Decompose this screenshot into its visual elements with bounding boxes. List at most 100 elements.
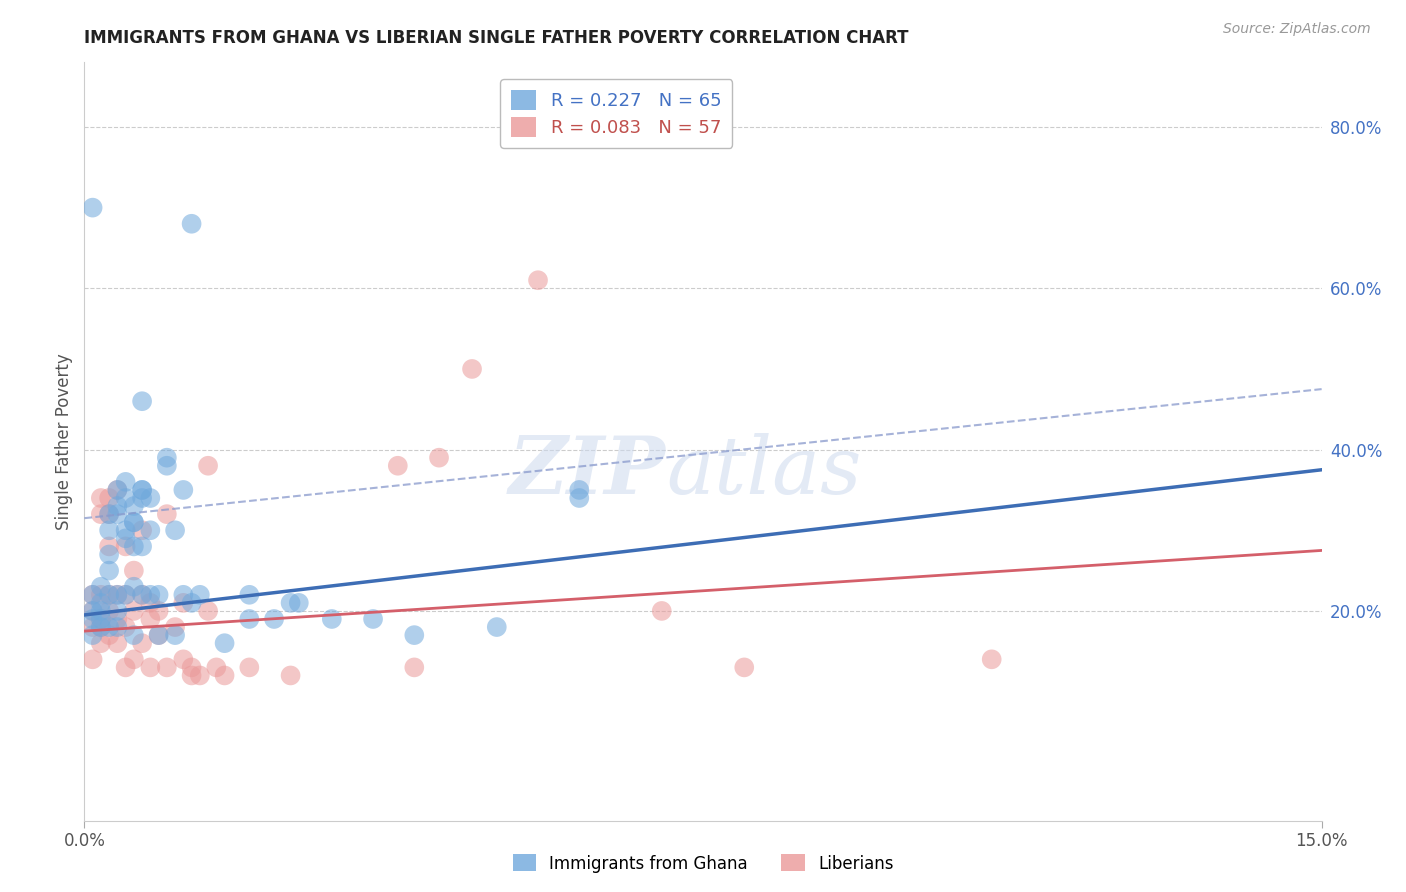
Point xyxy=(188,588,211,602)
Point xyxy=(114,620,136,634)
Point xyxy=(114,540,136,554)
Point xyxy=(139,491,162,505)
Point xyxy=(105,620,128,634)
Point xyxy=(105,483,128,497)
Point xyxy=(90,636,112,650)
Point xyxy=(122,515,145,529)
Point xyxy=(568,483,591,497)
Point xyxy=(114,660,136,674)
Point xyxy=(105,507,128,521)
Point xyxy=(139,612,162,626)
Point xyxy=(733,660,755,674)
Point xyxy=(131,483,153,497)
Point xyxy=(214,668,236,682)
Point xyxy=(90,612,112,626)
Point xyxy=(122,580,145,594)
Point xyxy=(98,491,121,505)
Point xyxy=(180,217,202,231)
Point xyxy=(404,660,426,674)
Point xyxy=(90,580,112,594)
Point xyxy=(114,532,136,546)
Point xyxy=(188,668,211,682)
Point xyxy=(180,596,202,610)
Point xyxy=(387,458,409,473)
Point xyxy=(180,668,202,682)
Point xyxy=(82,604,104,618)
Point xyxy=(114,491,136,505)
Point xyxy=(98,564,121,578)
Point xyxy=(131,483,153,497)
Point xyxy=(568,491,591,505)
Point xyxy=(461,362,484,376)
Point xyxy=(82,620,104,634)
Point xyxy=(82,628,104,642)
Point xyxy=(156,507,179,521)
Point xyxy=(105,612,128,626)
Point xyxy=(82,604,104,618)
Point xyxy=(280,668,302,682)
Point xyxy=(139,523,162,537)
Point xyxy=(321,612,343,626)
Point xyxy=(156,450,179,465)
Point xyxy=(90,596,112,610)
Point xyxy=(105,588,128,602)
Point xyxy=(122,652,145,666)
Point xyxy=(122,604,145,618)
Point xyxy=(131,636,153,650)
Point xyxy=(172,483,194,497)
Point xyxy=(131,523,153,537)
Text: IMMIGRANTS FROM GHANA VS LIBERIAN SINGLE FATHER POVERTY CORRELATION CHART: IMMIGRANTS FROM GHANA VS LIBERIAN SINGLE… xyxy=(84,29,908,47)
Point xyxy=(131,588,153,602)
Point xyxy=(82,201,104,215)
Point xyxy=(122,499,145,513)
Point xyxy=(197,458,219,473)
Point xyxy=(263,612,285,626)
Point xyxy=(114,523,136,537)
Point xyxy=(90,620,112,634)
Point xyxy=(98,507,121,521)
Point xyxy=(404,628,426,642)
Text: atlas: atlas xyxy=(666,434,862,510)
Legend: R = 0.227   N = 65, R = 0.083   N = 57: R = 0.227 N = 65, R = 0.083 N = 57 xyxy=(501,79,733,148)
Point xyxy=(114,588,136,602)
Point xyxy=(139,660,162,674)
Point xyxy=(165,620,187,634)
Point xyxy=(98,604,121,618)
Point xyxy=(90,620,112,634)
Point xyxy=(114,475,136,489)
Point xyxy=(238,588,260,602)
Point xyxy=(105,499,128,513)
Point xyxy=(139,596,162,610)
Point xyxy=(172,596,194,610)
Point xyxy=(288,596,311,610)
Point xyxy=(165,628,187,642)
Point xyxy=(205,660,228,674)
Point xyxy=(156,458,179,473)
Point xyxy=(172,652,194,666)
Point xyxy=(122,540,145,554)
Point xyxy=(122,628,145,642)
Point xyxy=(98,523,121,537)
Text: ZIP: ZIP xyxy=(509,434,666,510)
Point xyxy=(105,604,128,618)
Text: Source: ZipAtlas.com: Source: ZipAtlas.com xyxy=(1223,22,1371,37)
Point xyxy=(214,636,236,650)
Point xyxy=(105,588,128,602)
Point xyxy=(82,588,104,602)
Point xyxy=(156,660,179,674)
Point xyxy=(485,620,508,634)
Point xyxy=(527,273,550,287)
Legend: Immigrants from Ghana, Liberians: Immigrants from Ghana, Liberians xyxy=(506,847,900,880)
Point xyxy=(105,483,128,497)
Point xyxy=(114,588,136,602)
Point xyxy=(122,515,145,529)
Point xyxy=(238,660,260,674)
Point xyxy=(90,588,112,602)
Point xyxy=(90,491,112,505)
Point xyxy=(98,620,121,634)
Point xyxy=(90,507,112,521)
Point xyxy=(131,491,153,505)
Point xyxy=(139,588,162,602)
Point xyxy=(148,628,170,642)
Point xyxy=(98,588,121,602)
